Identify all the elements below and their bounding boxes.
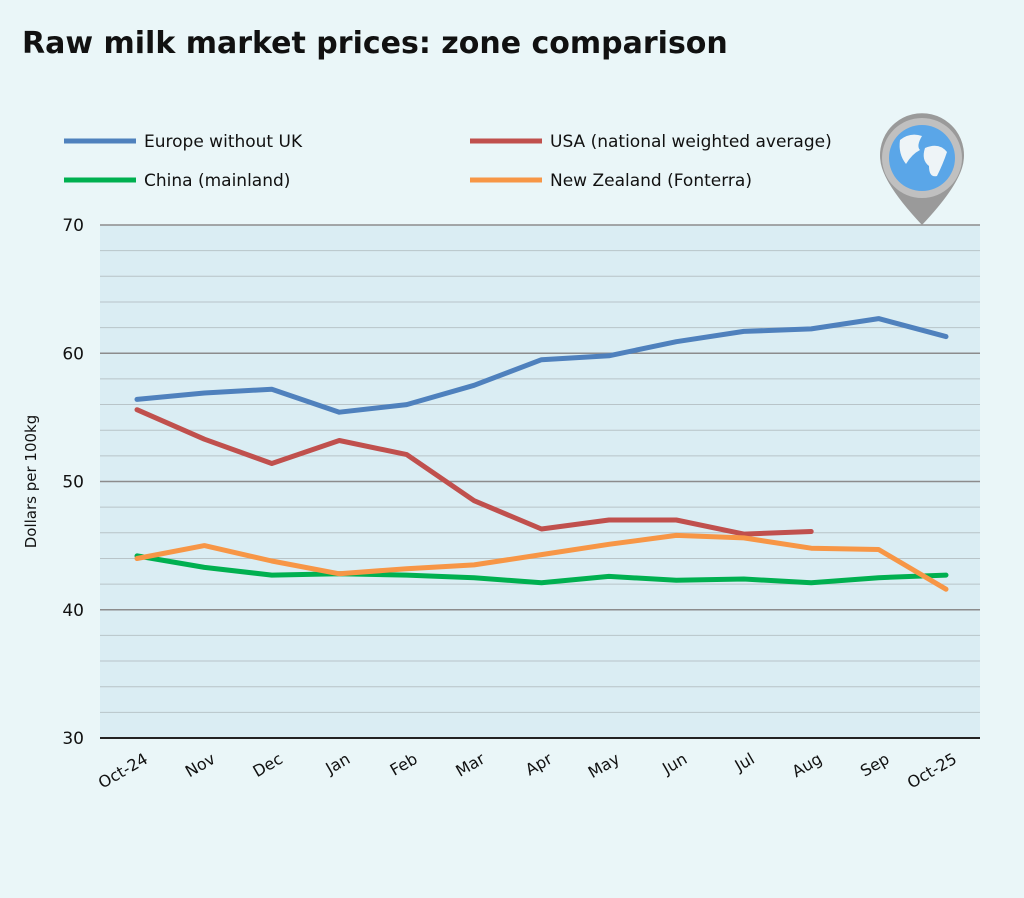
- y-tick-label: 30: [62, 729, 84, 749]
- globe-pin-icon: [880, 113, 964, 225]
- series-line-1: [134, 407, 814, 537]
- x-tick-label: Aug: [789, 749, 826, 781]
- x-tick-label: Sep: [857, 749, 893, 781]
- legend-label: USA (national weighted average): [550, 132, 832, 152]
- legend-label: New Zealand (Fonterra): [550, 171, 752, 191]
- y-tick-label: 50: [62, 473, 84, 493]
- x-tick-label: Oct-25: [904, 749, 960, 792]
- series-line-0: [134, 316, 949, 415]
- chart-title: Raw milk market prices: zone comparison: [22, 26, 728, 61]
- series-line-3: [134, 532, 949, 592]
- legend-label: China (mainland): [144, 171, 290, 191]
- x-tick-label: Nov: [182, 749, 219, 781]
- x-tick-label: Jan: [322, 749, 354, 778]
- x-tick-label: Jun: [658, 749, 690, 778]
- series-line-2: [134, 553, 949, 586]
- y-tick-label: 70: [62, 216, 84, 236]
- y-tick-label: 40: [62, 601, 84, 621]
- x-tick-label: Mar: [452, 749, 488, 781]
- x-tick-label: Feb: [387, 749, 421, 780]
- x-tick-label: May: [585, 749, 623, 782]
- x-tick-label: Apr: [522, 749, 556, 780]
- x-tick-label: Jul: [731, 749, 758, 776]
- y-tick-label: 60: [62, 344, 84, 364]
- x-tick-label: Oct-24: [95, 749, 151, 792]
- legend-label: Europe without UK: [144, 132, 303, 152]
- x-tick-label: Dec: [250, 749, 286, 781]
- y-axis-label: Dollars per 100kg: [22, 415, 40, 549]
